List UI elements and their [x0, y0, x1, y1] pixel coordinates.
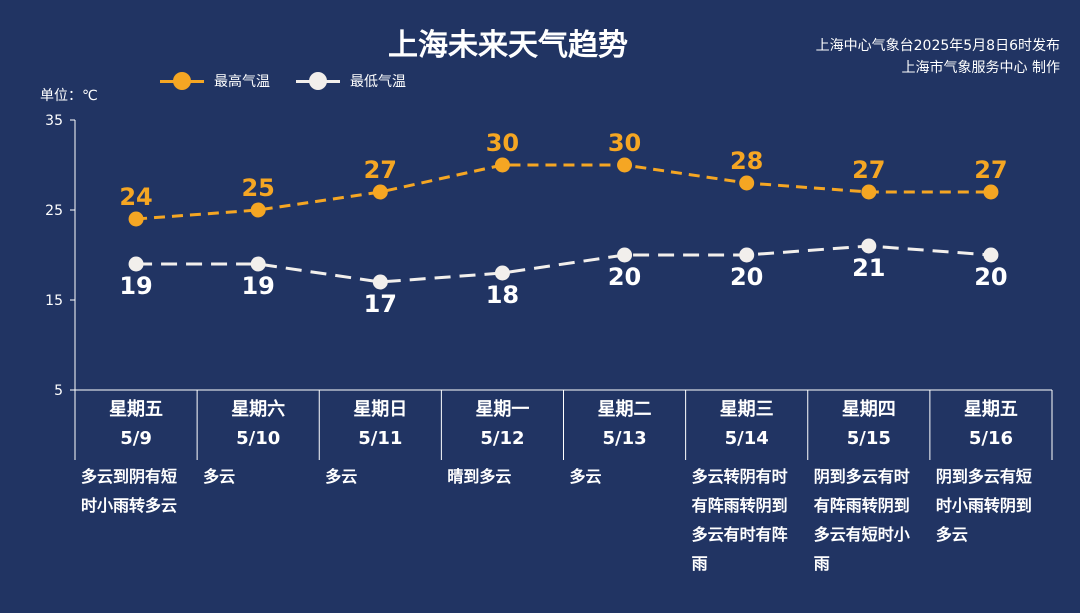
day-header: 星期六 5/10 — [197, 395, 319, 453]
date-label: 5/15 — [846, 428, 891, 449]
legend-item-low: 最低气温 — [296, 70, 406, 92]
low-temp-line — [136, 244, 992, 284]
low-temp-label: 20 — [974, 263, 1007, 291]
legend-low-marker-icon — [296, 70, 340, 92]
day-header: 星期五 5/16 — [930, 395, 1052, 453]
high-temp-label: 30 — [486, 129, 519, 157]
low-temp-label: 18 — [486, 281, 519, 309]
high-temp-label: 24 — [119, 183, 152, 211]
low-temp-point — [983, 247, 999, 263]
weather-description: 多云 — [569, 467, 602, 486]
high-temp-point — [739, 175, 755, 191]
low-temp-point — [250, 256, 266, 272]
day-header: 星期日 5/11 — [319, 395, 441, 453]
y-tick-label: 15 — [45, 293, 63, 309]
date-label: 5/13 — [602, 428, 647, 449]
day-header: 星期二 5/13 — [564, 395, 686, 453]
y-tick-label: 35 — [45, 113, 63, 129]
day-header: 星期五 5/9 — [75, 395, 197, 453]
weekday-label: 星期四 — [841, 399, 896, 420]
y-tick-label: 25 — [45, 203, 63, 219]
high-temp-point — [617, 157, 633, 173]
date-label: 5/10 — [236, 428, 281, 449]
high-temp-label: 27 — [364, 156, 397, 184]
publisher-info: 上海中心气象台2025年5月8日6时发布 上海市气象服务中心 制作 — [816, 35, 1060, 79]
day-header: 星期一 5/12 — [441, 395, 563, 453]
y-axis-unit: 单位：℃ — [40, 88, 98, 104]
weekday-label: 星期五 — [109, 399, 164, 420]
weather-description: 晴到多云 — [447, 467, 512, 486]
date-label: 5/12 — [480, 428, 525, 449]
legend-label-high: 最高气温 — [214, 74, 270, 90]
weekday-label: 星期二 — [597, 399, 652, 420]
weekday-label: 星期六 — [231, 399, 286, 420]
publish-time: 上海中心气象台2025年5月8日6时发布 — [815, 38, 1060, 54]
weekday-label: 星期三 — [719, 399, 774, 420]
date-label: 5/9 — [120, 428, 152, 449]
low-temp-label: 17 — [364, 290, 397, 318]
date-label: 5/14 — [724, 428, 769, 449]
date-label: 5/16 — [968, 428, 1014, 449]
weather-description: 多云 — [203, 467, 236, 486]
low-temp-point — [372, 274, 388, 290]
low-temp-point — [739, 247, 755, 263]
low-temp-point — [617, 247, 633, 263]
weather-description: 多云到阴有短时小雨转多云 — [81, 467, 178, 515]
low-temp-label: 20 — [608, 263, 641, 291]
high-temp-label: 27 — [974, 156, 1007, 184]
high-temp-point — [494, 157, 510, 173]
legend-item-high: 最高气温 — [160, 70, 270, 92]
date-label: 5/11 — [358, 428, 403, 449]
legend: 最高气温 最低气温 — [160, 70, 432, 92]
day-header: 星期三 5/14 — [686, 395, 808, 453]
weekday-label: 星期日 — [353, 399, 408, 420]
high-temp-point — [372, 184, 388, 200]
low-temp-label: 21 — [852, 254, 885, 282]
weekday-label: 星期一 — [475, 399, 530, 420]
low-temp-point — [494, 265, 510, 281]
high-temp-point — [250, 202, 266, 218]
low-temp-point — [128, 256, 144, 272]
high-temp-label: 27 — [852, 156, 885, 184]
low-temp-label: 19 — [119, 272, 152, 300]
weather-description: 多云 — [325, 467, 358, 486]
y-tick-label: 5 — [54, 383, 63, 399]
low-temp-label: 20 — [730, 263, 763, 291]
high-temp-line — [135, 163, 991, 221]
high-temp-point — [861, 184, 877, 200]
legend-label-low: 最低气温 — [350, 74, 406, 90]
low-temp-label: 19 — [241, 272, 274, 300]
producer: 上海市气象服务中心 制作 — [901, 60, 1060, 76]
high-temp-point — [128, 211, 144, 227]
weather-description: 阴到多云有时有阵雨转阴到多云有短时小雨 — [813, 467, 910, 573]
high-temp-label: 25 — [241, 174, 274, 202]
chart-title: 上海未来天气趋势 — [388, 28, 628, 63]
high-temp-point — [983, 184, 999, 200]
high-temp-label: 30 — [608, 129, 641, 157]
weekday-label: 星期五 — [963, 399, 1018, 420]
day-header: 星期四 5/15 — [808, 395, 930, 453]
legend-high-marker-icon — [160, 70, 204, 92]
high-temp-label: 28 — [730, 147, 763, 175]
low-temp-point — [861, 238, 877, 254]
weather-description: 阴到多云有短时小雨转阴到多云 — [935, 467, 1032, 544]
weather-description: 多云转阴有时有阵雨转阴到多云有时有阵雨 — [691, 467, 788, 573]
